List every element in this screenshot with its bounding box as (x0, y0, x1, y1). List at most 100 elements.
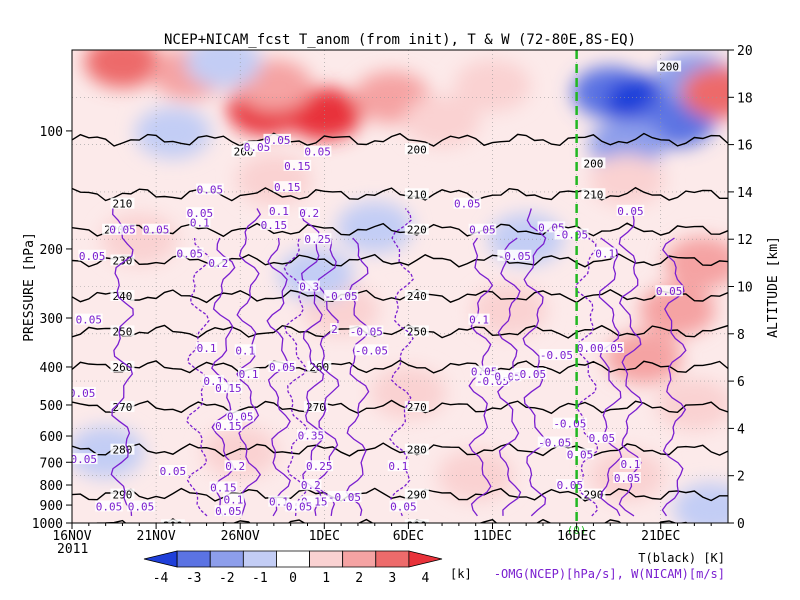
velocity-label-bg (468, 313, 490, 325)
velocity-label-bg (619, 457, 642, 469)
temperature-contour-label: 290 (407, 489, 427, 502)
temperature-contour-label: 200 (583, 158, 603, 171)
y-right-tick-label: 0 (737, 517, 745, 532)
velocity-contour-label: 0.05 (176, 247, 203, 260)
temperature-label-bg (110, 197, 135, 209)
temperature-contour-label: 280 (113, 444, 133, 457)
velocity-contour-label: -0.05 (538, 437, 571, 450)
temperature-contour-label: 260 (309, 361, 329, 374)
velocity-label-bg (268, 495, 290, 507)
velocity-contour-label: 0.05 (557, 479, 584, 492)
velocity-contour (598, 237, 623, 517)
legend-level-label: 4 (422, 571, 430, 586)
legend-swatch (342, 550, 377, 568)
velocity-label-bg (655, 285, 683, 297)
velocity-label-bg (594, 247, 616, 259)
y-left-tick-label: 400 (40, 361, 63, 376)
y-right-tick-label: 16 (737, 139, 753, 154)
velocity-contour-label: 0.05 (304, 146, 331, 159)
velocity-contour-label: 0.1 (388, 460, 408, 473)
y-left-tick-label: 1000 (32, 517, 63, 532)
velocity-contour (661, 237, 687, 517)
velocity-label-bg (566, 448, 594, 460)
velocity-label-bg (283, 159, 312, 171)
y-right-tick-label: 4 (737, 422, 745, 437)
velocity-contour-label: -0.05 (513, 368, 546, 381)
vertical-velocity-contours: 0.05 0.05 0.05 0.05 0.05 0.05 0.05 0.05 0.05 0.05… (72, 133, 687, 518)
velocity-contour-label: -0.05 (328, 491, 361, 504)
temperature-label-bg (110, 401, 135, 413)
velocity-contour-label: 2 (331, 323, 338, 336)
temperature-contour-200 (72, 132, 728, 147)
temperature-label-bg (657, 60, 682, 72)
y-left-tick-label: 600 (40, 430, 63, 445)
anomaly-patch (277, 248, 354, 301)
velocity-contour-label: 0.3 (299, 281, 319, 294)
velocity-contour-label: 0.15 (284, 160, 311, 173)
velocity-contour-label: 0.05 (76, 314, 103, 327)
anomaly-patch (437, 449, 514, 502)
temperature-label-bg (404, 223, 429, 235)
velocity-label-bg (305, 460, 334, 472)
temperature-label-bg (160, 519, 185, 523)
velocity-label-bg (298, 207, 320, 219)
velocity-contour-label: 0.25 (306, 460, 333, 473)
legend-level-label: 3 (388, 571, 396, 586)
velocity-label-bg (537, 436, 572, 448)
velocity-label-bg (268, 360, 297, 372)
velocity-label-bg (95, 500, 123, 512)
velocity-label-bg (142, 223, 170, 235)
velocity-label-bg (497, 249, 532, 261)
velocity-contour-label: 0.25 (304, 233, 331, 246)
init-marker: (0) (567, 50, 587, 537)
y-right-tick-label: 12 (737, 233, 753, 248)
velocity-contour-label: 0.05 (469, 224, 496, 237)
velocity-label-bg (243, 140, 271, 152)
velocity-contour-label: -0.05 (540, 349, 573, 362)
velocity-contour-label: -0.05 (355, 344, 388, 357)
velocity-label-bg (616, 204, 645, 216)
velocity-label-bg (298, 280, 320, 292)
velocity-contour-label: 0.15 (215, 420, 242, 433)
temperature-label-bg (307, 360, 332, 372)
temperature-label-bg (581, 188, 606, 200)
velocity-label-bg (354, 344, 389, 356)
legend-swatch (408, 550, 443, 568)
velocity-label-bg (189, 216, 211, 228)
velocity-contour (236, 208, 262, 517)
legend-unit: [k] (450, 567, 472, 581)
x-tick-label: 16DEC (557, 529, 596, 544)
velocity-contour (345, 237, 371, 517)
velocity-contour-label: 0.2 (208, 257, 228, 270)
legend-temperature-label: T(black) [K] (638, 551, 725, 565)
legend-level-label: -4 (153, 571, 169, 586)
velocity-label-bg (214, 505, 243, 517)
anomaly-patch (286, 87, 363, 140)
temperature-contour-label: 300 (407, 519, 427, 532)
velocity-label-bg (222, 493, 245, 505)
temperature-contour-label: 280 (407, 444, 427, 457)
velocity-label-bg (475, 375, 510, 387)
velocity-label-bg (576, 341, 604, 353)
anomaly-patch (454, 59, 531, 112)
y-axis-right-label: ALTITUDE [km] (766, 236, 781, 338)
color-legend: -4 -3 -2 -1 0 1 2 3 4 (143, 550, 443, 586)
velocity-contour-label: 0.1 (239, 368, 259, 381)
chart-title: NCEP+NICAM_fcst T_anom (from init), T & … (164, 32, 636, 48)
legend-level-label: -2 (219, 571, 235, 586)
temperature-contour-label: 210 (407, 188, 427, 201)
velocity-contour-label: 0.1 (595, 247, 615, 260)
y-left-tick-label: 200 (40, 243, 63, 258)
temperature-label-bg (110, 443, 135, 455)
temperature-contour-label: 200 (659, 61, 679, 74)
velocity-contour-label: -0.05 (350, 325, 383, 338)
velocity-label-bg (303, 145, 332, 157)
anomaly-patch (605, 331, 682, 384)
velocity-label-bg (214, 420, 243, 432)
velocity-contour-label: 0.05 (614, 472, 641, 485)
velocity-label-bg (468, 223, 497, 235)
temperature-contour-220 (72, 222, 728, 238)
legend-swatch (242, 550, 277, 568)
axes: 16NOV 21NOV 26NOV 1DEC 6DEC 11DEC 16DEC 21DEC 10… (32, 44, 753, 544)
